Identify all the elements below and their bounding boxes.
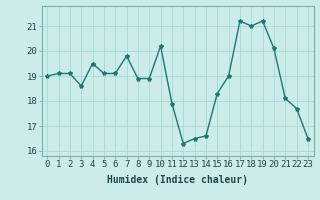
- X-axis label: Humidex (Indice chaleur): Humidex (Indice chaleur): [107, 175, 248, 185]
